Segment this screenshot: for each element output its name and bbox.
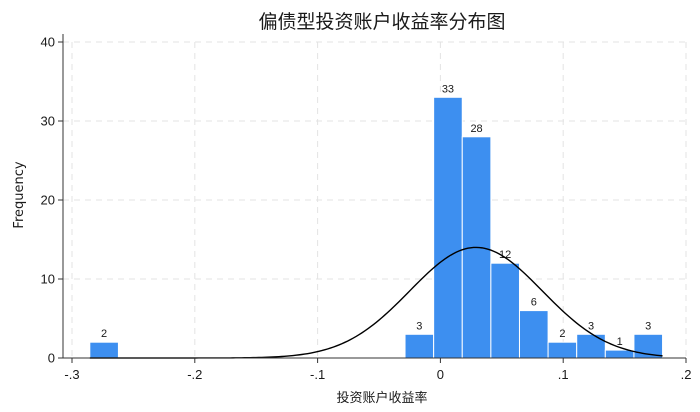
x-tick-label-5: .2 [681, 367, 692, 382]
x-tick-label-0: -.3 [64, 367, 79, 382]
chart-title: 偏债型投资账户收益率分布图 [258, 11, 505, 33]
bar-label-4: 12 [499, 249, 511, 261]
axes: 0 10 20 30 40 -.3 -.2 -.1 0 .1 .2 [41, 34, 692, 382]
x-tick-label-3: 0 [437, 367, 444, 382]
bar-label-0: 2 [101, 328, 107, 340]
bar-0 [89, 341, 119, 359]
bar-4 [490, 262, 520, 359]
y-tick-label-3: 30 [41, 114, 55, 129]
x-axis-label: 投资账户收益率 [336, 390, 427, 406]
y-tick-label-4: 40 [41, 35, 55, 50]
y-tick-label-0: 0 [48, 351, 55, 366]
y-axis-label: Frequency [12, 161, 27, 228]
y-tick-label-1: 10 [41, 272, 55, 287]
x-tick-label-2: -.1 [310, 367, 325, 382]
bar-5 [518, 310, 549, 359]
bar-label-9: 3 [645, 320, 651, 332]
bar-label-5: 6 [531, 297, 537, 309]
x-tick-label-4: .1 [558, 367, 569, 382]
bar-label-6: 2 [559, 328, 565, 340]
bar-label-7: 3 [588, 320, 594, 332]
bar-7 [576, 333, 606, 359]
bar-label-1: 3 [416, 320, 422, 332]
y-tick-label-2: 20 [41, 193, 55, 208]
bar-8 [604, 349, 635, 359]
x-tick-label-1: -.2 [187, 367, 202, 382]
bar-2 [433, 96, 463, 359]
grid-lines [63, 41, 687, 358]
bar-label-3: 28 [470, 123, 482, 135]
bar-label-2: 33 [442, 83, 454, 95]
bar-label-8: 1 [617, 336, 623, 348]
bar-6 [547, 341, 578, 359]
bar-1 [404, 333, 435, 359]
